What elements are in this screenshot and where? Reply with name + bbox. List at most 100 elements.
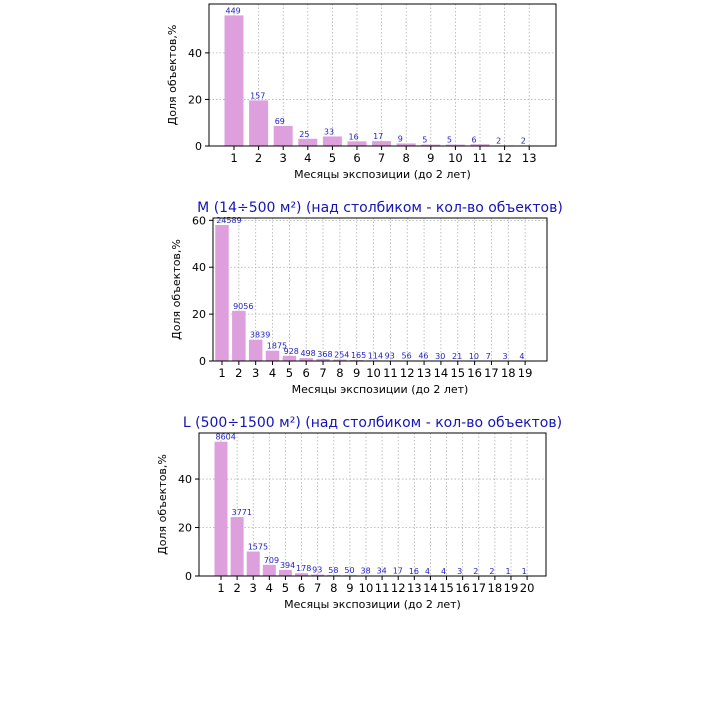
- x-tick-label: 13: [407, 581, 422, 595]
- bar-value-label: 93: [385, 351, 395, 360]
- bar-value-label: 394: [280, 561, 295, 570]
- bar-value-label: 254: [334, 351, 349, 360]
- bar-value-label: 3771: [232, 508, 252, 517]
- bar-value-label: 38: [360, 566, 370, 575]
- bar-value-label: 709: [264, 556, 279, 565]
- bar-4: [265, 350, 280, 361]
- bar-2: [249, 100, 269, 146]
- x-tick-label: 19: [518, 366, 533, 380]
- x-tick-label: 2: [255, 151, 262, 165]
- bar-value-label: 114: [368, 351, 383, 360]
- bar-3: [273, 125, 293, 146]
- x-tick-label: 3: [280, 151, 287, 165]
- bar-value-label: 2: [473, 567, 478, 576]
- x-tick-label: 12: [391, 581, 406, 595]
- bar-value-label: 3: [503, 352, 508, 361]
- x-tick-label: 3: [250, 581, 257, 595]
- x-tick-label: 18: [488, 581, 503, 595]
- x-tick-label: 6: [298, 581, 305, 595]
- x-tick-label: 9: [346, 581, 353, 595]
- x-tick-label: 13: [417, 366, 432, 380]
- bar-value-label: 368: [317, 350, 332, 359]
- x-tick-label: 7: [378, 151, 385, 165]
- x-tick-label: 16: [455, 581, 470, 595]
- bar-value-label: 30: [435, 352, 445, 361]
- bar-5: [278, 569, 292, 576]
- bar-value-label: 1: [505, 567, 510, 576]
- bar-value-label: 498: [300, 349, 315, 358]
- bar-1: [224, 15, 244, 147]
- y-axis-label: Доля объектов,%: [166, 25, 179, 126]
- gridlines: [209, 4, 556, 146]
- y-tick-label: 40: [178, 473, 192, 486]
- bar-4: [262, 564, 276, 576]
- x-tick-label: 12: [400, 366, 415, 380]
- bar-1: [215, 225, 229, 361]
- x-tick-label: 1: [217, 581, 224, 595]
- bar-value-label: 4: [519, 352, 524, 361]
- bar-value-label: 6: [472, 135, 477, 144]
- bar-value-label: 9056: [233, 302, 253, 311]
- bar-8: [396, 143, 416, 146]
- bar-value-label: 4: [441, 567, 446, 576]
- bar-6: [347, 141, 367, 146]
- bar-3: [248, 339, 263, 361]
- bar-9: [421, 144, 441, 146]
- x-tick-label: 18: [501, 366, 516, 380]
- bar-value-label: 50: [344, 566, 354, 575]
- y-tick-label: 40: [192, 261, 206, 274]
- plot-frame: [198, 432, 547, 577]
- bar-value-label: 9: [398, 134, 403, 143]
- plot-frame: [212, 217, 548, 362]
- x-tick-label: 5: [286, 366, 293, 380]
- bar-value-label: 16: [349, 132, 359, 141]
- x-tick-label: 4: [304, 151, 311, 165]
- chart-panel-3: L (500÷1500 м²) (над столбиком - кол-во …: [156, 415, 562, 611]
- x-tick-label: 14: [434, 366, 449, 380]
- y-tick-label: 0: [185, 570, 192, 583]
- gridlines: [213, 218, 547, 361]
- y-tick-label: 20: [192, 308, 206, 321]
- bar-2: [232, 310, 246, 361]
- bar-value-label: 46: [418, 352, 428, 361]
- bar-value-label: 1: [522, 567, 527, 576]
- bar-value-label: 34: [377, 566, 387, 575]
- bar-7: [316, 358, 330, 361]
- x-axis-label: Месяцы экспозиции (до 2 лет): [292, 383, 469, 396]
- y-tick-label: 40: [188, 47, 202, 60]
- bar-value-label: 2: [521, 136, 526, 145]
- bar-4: [298, 138, 318, 146]
- bar-value-label: 3839: [250, 331, 270, 340]
- x-tick-label: 8: [336, 366, 343, 380]
- x-tick-label: 9: [427, 151, 434, 165]
- bar-3: [246, 551, 260, 576]
- bar-value-label: 56: [401, 352, 411, 361]
- x-tick-label: 7: [319, 366, 326, 380]
- chart-title: L (500÷1500 м²) (над столбиком - кол-во …: [183, 415, 562, 431]
- bar-5: [282, 355, 297, 361]
- plot-frame: [208, 3, 557, 147]
- bar-value-label: 3: [457, 567, 462, 576]
- y-tick-label: 0: [199, 355, 206, 368]
- x-axis-label: Месяцы экспозиции (до 2 лет): [284, 598, 461, 611]
- x-tick-label: 1: [218, 366, 225, 380]
- x-tick-label: 8: [330, 581, 337, 595]
- x-tick-label: 1: [230, 151, 237, 165]
- bar-value-label: 178: [296, 564, 311, 573]
- x-tick-label: 13: [522, 151, 537, 165]
- y-tick-label: 20: [178, 522, 192, 535]
- bar-value-label: 8604: [216, 433, 236, 442]
- x-tick-label: 7: [314, 581, 321, 595]
- y-tick-label: 60: [192, 214, 206, 227]
- x-tick-label: 10: [448, 151, 463, 165]
- bar-6: [295, 573, 309, 576]
- bar-value-label: 5: [422, 136, 427, 145]
- x-tick-label: 10: [366, 366, 381, 380]
- x-tick-label: 6: [353, 151, 360, 165]
- x-tick-label: 14: [423, 581, 438, 595]
- bar-value-label: 165: [351, 351, 366, 360]
- bar-value-label: 17: [373, 132, 383, 141]
- x-tick-label: 4: [266, 581, 273, 595]
